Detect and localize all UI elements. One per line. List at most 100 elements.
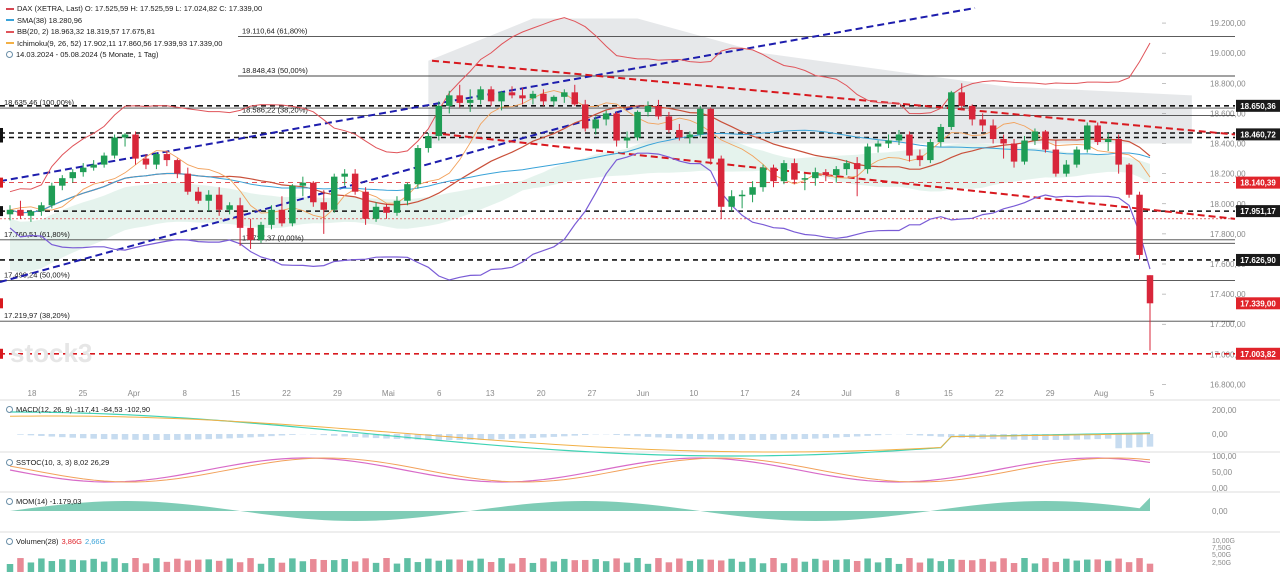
macd-histogram-bar bbox=[27, 434, 35, 436]
candle bbox=[1021, 140, 1028, 162]
candle bbox=[1010, 143, 1018, 162]
candle bbox=[351, 173, 359, 192]
price-tag bbox=[1236, 297, 1280, 310]
candle bbox=[1042, 131, 1049, 150]
y-tick-label: 18.600,00 bbox=[1210, 109, 1246, 118]
candle bbox=[550, 96, 558, 102]
candle bbox=[498, 92, 505, 102]
macd-histogram-bar bbox=[184, 434, 192, 440]
candle bbox=[801, 178, 809, 180]
macd-signal bbox=[9, 415, 1151, 453]
candle bbox=[812, 172, 819, 179]
candle bbox=[1052, 149, 1060, 174]
macd-histogram-bar bbox=[195, 434, 202, 440]
price-tag bbox=[1236, 128, 1280, 141]
macd-histogram-bar bbox=[1031, 434, 1039, 440]
candle bbox=[310, 182, 317, 203]
candle bbox=[487, 89, 495, 102]
mom-area bbox=[10, 497, 1150, 521]
macd-tick: 200,00 bbox=[1212, 406, 1237, 415]
sstoc-label: SSTOC(10, 3, 3) 8,02 26,29 bbox=[6, 458, 109, 467]
candle bbox=[205, 194, 212, 201]
candle bbox=[446, 95, 453, 106]
sstoc-d bbox=[9, 457, 1151, 483]
macd-histogram-bar bbox=[853, 434, 861, 437]
macd-histogram-bar bbox=[843, 434, 850, 438]
level-marker bbox=[0, 348, 3, 359]
price-tag bbox=[1236, 205, 1280, 218]
price-tag bbox=[1236, 176, 1280, 189]
price-tag-label: 17.951,17 bbox=[1240, 207, 1276, 216]
legend-bb: BB(20, 2) 18.963,32 18.319,57 17.675,81 bbox=[17, 27, 156, 36]
candle bbox=[111, 137, 118, 156]
macd-histogram-bar bbox=[100, 434, 108, 440]
candle bbox=[163, 154, 171, 161]
candle bbox=[435, 105, 443, 136]
mom-label: MOM(14) -1.179,03 bbox=[6, 497, 81, 506]
macd-histogram-bar bbox=[498, 434, 505, 440]
sstoc-label-text: SSTOC(10, 3, 3) 8,02 26,29 bbox=[16, 458, 110, 467]
candle bbox=[393, 200, 401, 213]
macd-histogram-bar bbox=[1146, 434, 1154, 447]
volume-bar bbox=[644, 563, 652, 572]
candle bbox=[686, 134, 694, 138]
macd-histogram-bar bbox=[383, 434, 390, 439]
macd-histogram-bar bbox=[937, 434, 945, 437]
volume-bar bbox=[613, 558, 620, 572]
macd-histogram-bar bbox=[770, 434, 777, 440]
volume-bar bbox=[69, 559, 76, 572]
volume-label-name: Volumen(28) bbox=[16, 537, 59, 546]
price-tag-label: 17.339,00 bbox=[1240, 299, 1276, 308]
candle bbox=[414, 148, 422, 185]
volume-bar bbox=[738, 561, 746, 572]
candle bbox=[592, 119, 599, 129]
price-tag-label: 18.460,72 bbox=[1240, 130, 1276, 139]
gear-icon[interactable] bbox=[6, 538, 13, 545]
volume-bar bbox=[48, 561, 56, 572]
macd-histogram-bar bbox=[1000, 434, 1007, 440]
candle bbox=[728, 196, 735, 207]
candle bbox=[529, 93, 537, 99]
x-tick-label: 17 bbox=[740, 389, 749, 398]
volume-bar bbox=[215, 560, 223, 572]
macd-histogram-bar bbox=[132, 434, 139, 440]
volume-bar bbox=[634, 558, 641, 572]
volume-bar bbox=[435, 560, 443, 572]
candle bbox=[968, 105, 976, 120]
price-tag-label: 17.626,90 bbox=[1240, 256, 1276, 265]
volume-bar bbox=[561, 558, 568, 572]
volume-bar bbox=[1042, 558, 1049, 572]
legend-title-row: DAX (XETRA, Last) O: 17.525,59 H: 17.525… bbox=[6, 3, 262, 15]
gear-icon[interactable] bbox=[6, 459, 13, 466]
level-marker bbox=[0, 132, 3, 143]
x-tick-label: 15 bbox=[231, 389, 240, 398]
candle bbox=[1000, 139, 1007, 144]
y-tick-label: 17.000,00 bbox=[1210, 350, 1246, 359]
level-marker bbox=[0, 177, 3, 188]
macd-histogram-bar bbox=[519, 434, 526, 439]
volume-bar bbox=[906, 558, 913, 572]
macd-histogram-bar bbox=[707, 434, 714, 440]
macd-histogram-bar bbox=[289, 434, 296, 435]
macd-histogram-bar bbox=[676, 434, 683, 439]
volume-bar bbox=[812, 558, 819, 572]
legend-sma-row: SMA(38) 18.280,96 bbox=[6, 15, 262, 27]
candle bbox=[142, 158, 150, 165]
macd-histogram-bar bbox=[550, 434, 558, 437]
volume-bar bbox=[341, 558, 348, 572]
volume-bar bbox=[247, 558, 254, 572]
volume-bar bbox=[226, 558, 233, 572]
candle bbox=[121, 134, 129, 138]
macd-histogram-bar bbox=[226, 434, 233, 439]
volume-bar bbox=[184, 560, 192, 572]
macd-histogram-bar bbox=[330, 434, 338, 436]
volume-bar bbox=[393, 563, 401, 572]
gear-icon[interactable] bbox=[6, 406, 13, 413]
macd-histogram-bar bbox=[278, 434, 286, 436]
volume-bar bbox=[59, 559, 66, 572]
macd-histogram-bar bbox=[268, 434, 275, 437]
y-tick-label: 18.400,00 bbox=[1210, 140, 1246, 149]
gear-icon[interactable] bbox=[6, 498, 13, 505]
macd-histogram-bar bbox=[613, 434, 620, 435]
